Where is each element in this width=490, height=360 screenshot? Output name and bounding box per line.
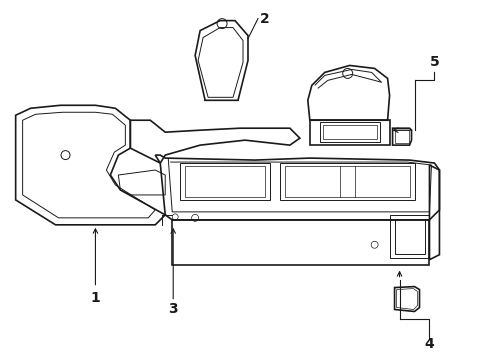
Text: 4: 4 [425,337,434,351]
Text: 2: 2 [260,12,270,26]
Text: 3: 3 [169,302,178,316]
Text: 1: 1 [91,291,100,305]
Text: 5: 5 [430,55,440,69]
